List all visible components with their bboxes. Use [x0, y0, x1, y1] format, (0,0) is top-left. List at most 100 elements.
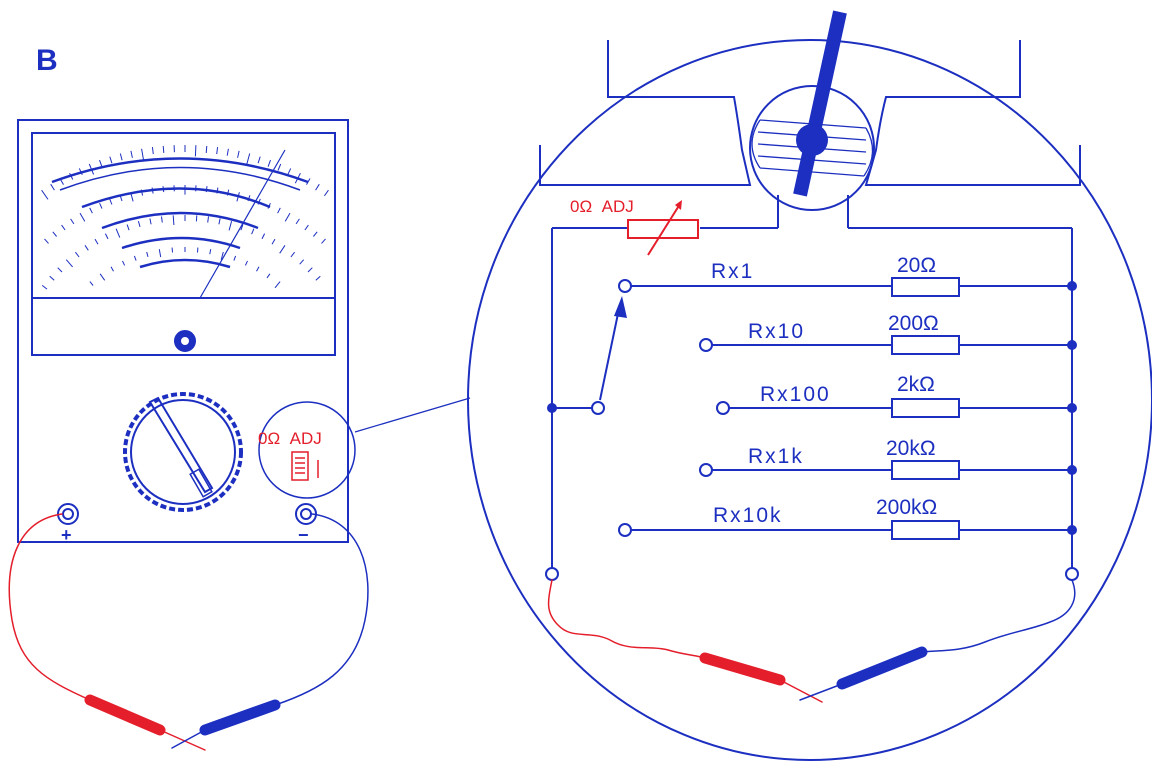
zero-adj-knob[interactable]: [291, 451, 319, 481]
scale-tick: [158, 249, 162, 258]
scale-tick: [130, 150, 133, 158]
scale-tick: [119, 153, 123, 161]
scale-tick: [323, 189, 329, 197]
scale-tick: [94, 238, 99, 245]
terminal-plus-label: +: [61, 525, 72, 545]
scale-tick: [119, 195, 123, 202]
scale-tick: [52, 231, 57, 237]
scale-tick: [218, 218, 221, 225]
scale-tick: [172, 215, 175, 226]
range-selector-dial[interactable]: [123, 392, 243, 512]
scale-tick: [49, 275, 55, 281]
scale-tick: [277, 207, 281, 214]
range-label-rx100: Rx100: [760, 383, 831, 406]
left-pole-piece: [539, 40, 752, 186]
scale-tick: [279, 245, 286, 254]
scale-tick: [266, 273, 271, 279]
resistor-rx10k: [891, 520, 960, 540]
scale-tick: [267, 202, 271, 209]
scale-tick: [228, 220, 233, 231]
scale-tick: [89, 281, 94, 286]
zoom-circle: [467, 39, 1152, 761]
scale-tick: [216, 147, 219, 155]
range-label-rx1: Rx1: [711, 260, 754, 283]
meter-scales: [51, 157, 309, 269]
scale-tick: [257, 156, 261, 164]
scale-tick: [240, 224, 244, 231]
scale-tick: [133, 255, 137, 261]
negative-probe: [199, 699, 281, 736]
scale-tick: [162, 145, 165, 153]
scale-tick: [41, 189, 49, 200]
scale-tick: [126, 224, 130, 231]
scale-tick: [162, 186, 165, 193]
resistor-label-rx10k: 200kΩ: [876, 496, 937, 519]
scale-tick: [257, 198, 261, 205]
scale-tick: [99, 202, 103, 209]
scale-tick: [261, 233, 266, 240]
scale-tick: [137, 220, 141, 228]
scale-tick: [75, 251, 80, 258]
moving-coil: [749, 85, 875, 211]
scale-tick: [70, 218, 75, 225]
scale-tick: [140, 189, 144, 196]
dial-pointer: [148, 396, 214, 494]
scale-tick: [59, 178, 64, 185]
resistor-label-rx1: 20Ω: [897, 254, 936, 277]
panel-label: B: [36, 44, 58, 77]
scale-tick: [69, 172, 74, 180]
terminal-minus-label: −: [298, 525, 309, 545]
scale-tick: [115, 228, 121, 238]
scale-tick: [79, 212, 86, 222]
scale-tick: [207, 216, 209, 223]
range-label-rx10k: Rx10k: [713, 504, 783, 527]
scale-tick: [146, 251, 149, 258]
scale-tick: [244, 260, 248, 266]
scale-tick: [161, 216, 163, 223]
scale-tick: [151, 187, 154, 194]
scale-tick: [277, 163, 282, 171]
resistor-label-rx1k: 20kΩ: [886, 437, 936, 460]
circuit-zero-adj-label: 0Ω ADJ: [570, 197, 634, 216]
range-switch-arm: [599, 303, 621, 401]
scale-tick: [294, 172, 301, 184]
scale-tick: [304, 224, 309, 231]
scale-tick: [246, 153, 251, 165]
circuit-negative-probe: [836, 646, 928, 690]
multimeter: [17, 119, 471, 543]
scale-tick: [237, 150, 240, 158]
resistor-rx1k: [891, 460, 960, 480]
scale-tick: [151, 147, 154, 155]
circuit-positive-probe: [699, 652, 786, 686]
scale-tick: [41, 285, 48, 290]
resistor-rx100: [891, 398, 960, 418]
scale-tick: [205, 145, 208, 153]
scale-tick: [321, 238, 326, 244]
scale-tick: [78, 168, 83, 176]
scale-tick: [251, 228, 255, 235]
resistor-rx10: [891, 335, 960, 355]
scale-tick: [109, 198, 113, 205]
scale-tick: [315, 275, 321, 281]
meter-body: [17, 119, 349, 543]
meter-zero-adj-label: 0Ω ADJ: [258, 429, 322, 448]
scale-tick: [247, 195, 251, 202]
scale-tick: [104, 233, 109, 240]
circuit-negative-lead: [921, 579, 1076, 653]
meter-needle: [199, 149, 286, 299]
scale-tick: [194, 145, 197, 157]
right-pole-piece: [864, 40, 1081, 186]
scale-tick: [290, 251, 295, 258]
meter-window: [31, 132, 336, 356]
scale-tick: [141, 148, 144, 160]
scale-tick: [84, 245, 89, 251]
scale-tick: [287, 168, 292, 176]
range-label-rx1k: Rx1k: [748, 445, 804, 468]
scale-tick: [50, 183, 55, 191]
positive-lead-wire: [8, 513, 91, 701]
range-label-rx10: Rx10: [748, 320, 805, 343]
scale-tick: [313, 231, 318, 237]
resistor-rx1: [891, 277, 960, 297]
scale-tick: [216, 187, 219, 194]
